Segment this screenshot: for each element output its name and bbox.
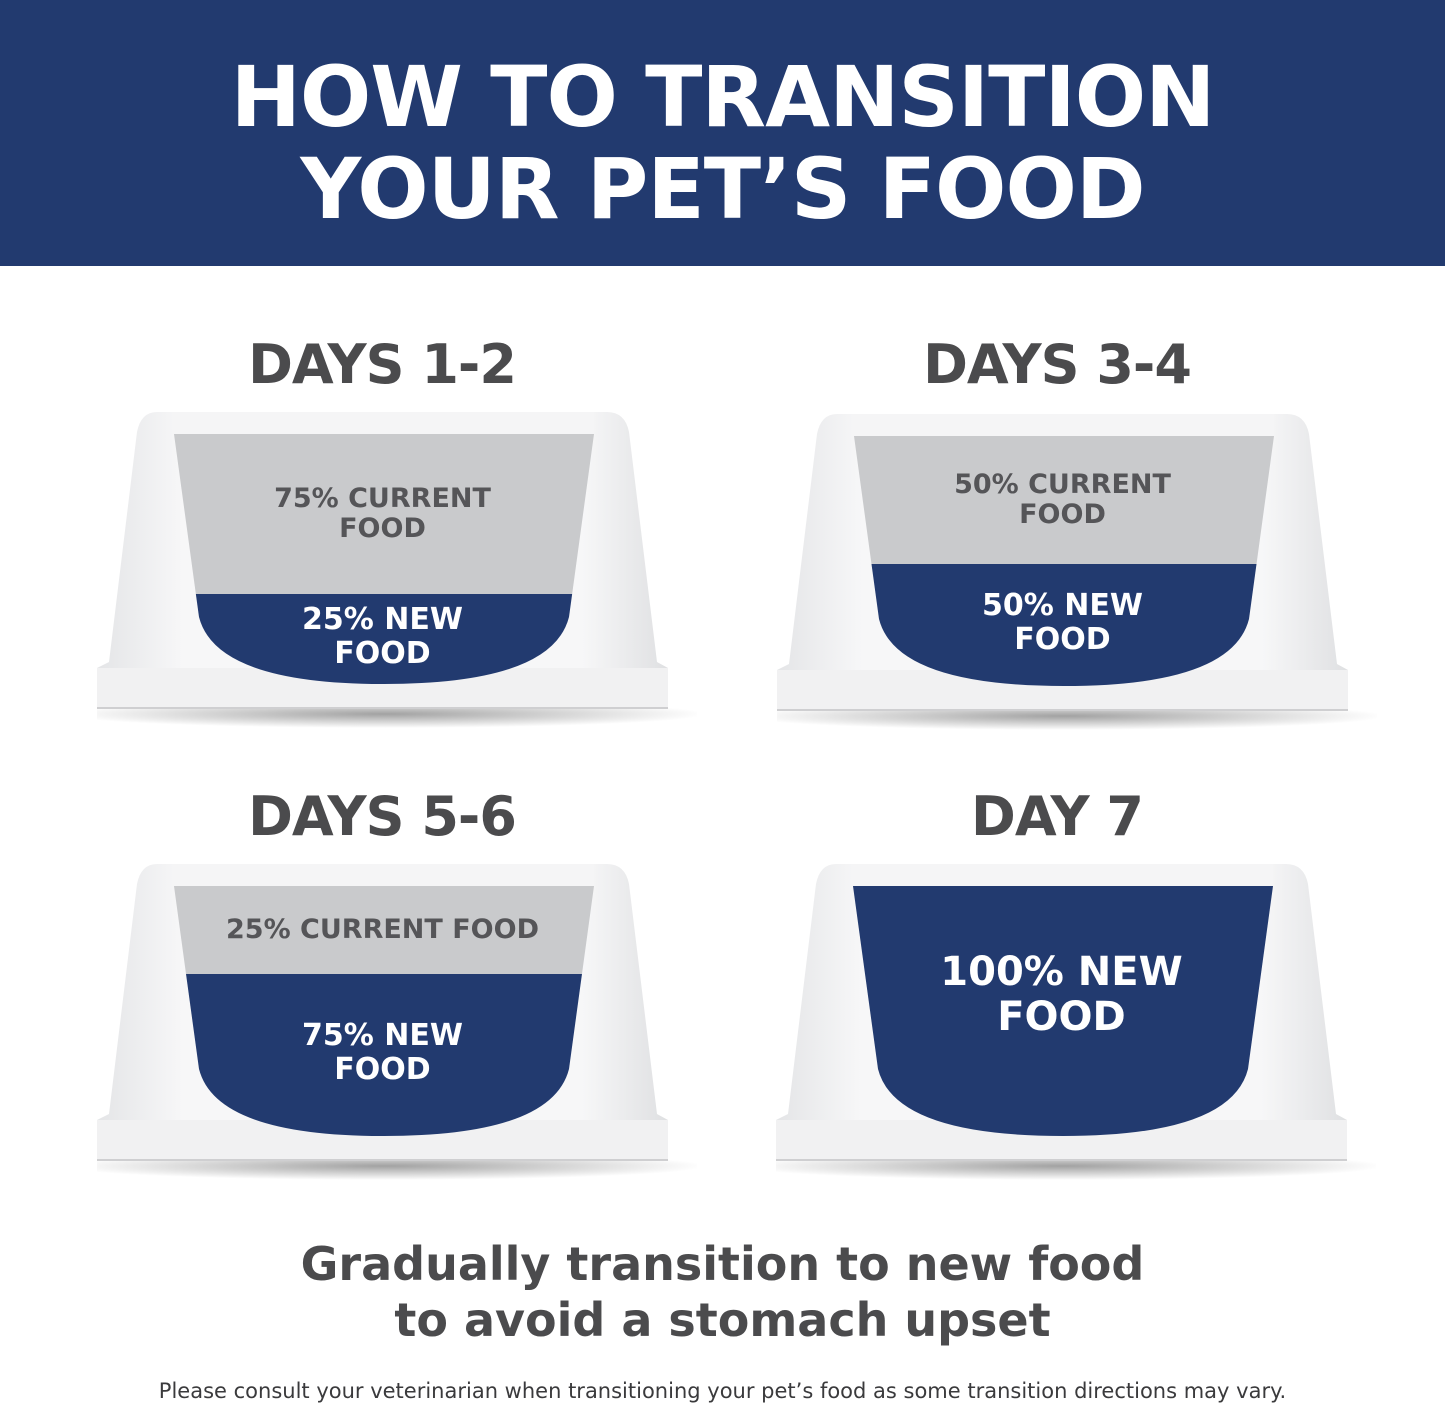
food-bowl-stage-1: 75% CURRENT FOOD 25% NEW FOOD (97, 412, 697, 742)
stage-title: DAYS 1-2 (248, 333, 517, 396)
bowl-rim (853, 864, 1273, 886)
tagline-line1: Gradually transition to new food (300, 1237, 1145, 1291)
current-food-label: 75% CURRENT FOOD (274, 483, 491, 545)
new-food-label: 50% NEW FOOD (982, 588, 1143, 657)
food-bowl-stage-3: 25% CURRENT FOOD 75% NEW FOOD (97, 864, 697, 1194)
disclaimer: Please consult your veterinarian when tr… (158, 1379, 1287, 1403)
stage-title: DAY 7 (971, 785, 1144, 848)
bowl-graphic (97, 864, 697, 1180)
current-food-label: 50% CURRENT FOOD (954, 469, 1171, 531)
bowl-rim (174, 412, 594, 434)
new-food-label: 75% NEW FOOD (302, 1018, 463, 1087)
bowl-rim (174, 864, 594, 886)
new-food-fill (174, 974, 594, 1136)
current-food-fill (174, 886, 594, 974)
page-title-line2: YOUR PET’S FOOD (300, 140, 1145, 238)
tagline: Gradually transition to new food to avoi… (0, 1236, 1445, 1348)
current-food-fill (174, 434, 594, 594)
bowl-graphic (97, 412, 697, 728)
food-bowl-stage-4: 100% NEW FOOD (776, 864, 1376, 1194)
stage-title: DAYS 3-4 (923, 333, 1192, 396)
new-food-label: 25% NEW FOOD (302, 602, 463, 671)
food-bowl-stage-2: 50% CURRENT FOOD 50% NEW FOOD (777, 414, 1377, 744)
bowl-graphic (776, 864, 1376, 1180)
new-food-fill (853, 886, 1273, 1136)
stage-title: DAYS 5-6 (248, 785, 517, 848)
page-title-line1: HOW TO TRANSITION (230, 48, 1216, 146)
current-food-fill (854, 436, 1274, 564)
bowl-graphic (777, 414, 1377, 730)
header-banner: HOW TO TRANSITION YOUR PET’S FOOD (0, 0, 1445, 266)
bowl-rim (854, 414, 1274, 436)
tagline-line2: to avoid a stomach upset (394, 1293, 1051, 1347)
current-food-label: 25% CURRENT FOOD (226, 914, 539, 945)
new-food-label: 100% NEW FOOD (940, 949, 1183, 1040)
